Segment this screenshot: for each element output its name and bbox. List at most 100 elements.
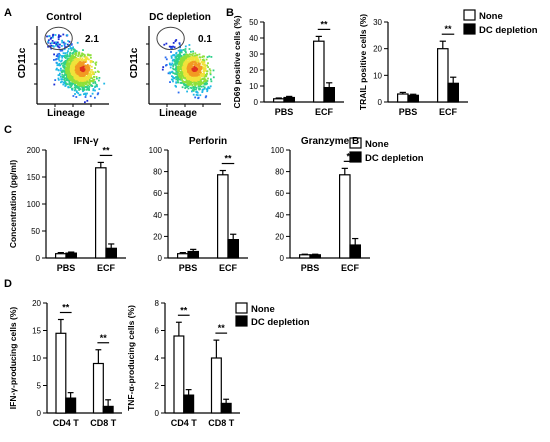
event-dot (198, 63, 201, 65)
event-dot (162, 66, 165, 68)
event-dot (191, 84, 194, 87)
event-dot (192, 86, 195, 89)
event-dot (72, 80, 75, 83)
event-dot (70, 43, 73, 45)
chart-title: IFN-γ (74, 136, 99, 147)
event-dot (185, 79, 188, 81)
event-dot (179, 49, 181, 52)
legend-swatch-none (235, 302, 248, 314)
y-tick-label: 0 (155, 409, 160, 418)
event-dot (194, 69, 197, 72)
event-dot (57, 38, 60, 41)
category-label: ECF (439, 107, 458, 117)
event-dot (88, 58, 90, 61)
event-dot (60, 69, 62, 72)
event-dot (66, 34, 69, 36)
bar (323, 86, 335, 103)
event-dot (203, 69, 206, 72)
event-dot (60, 67, 62, 70)
event-dot (187, 84, 190, 86)
event-dot (73, 70, 75, 72)
event-dot (61, 56, 64, 59)
y-tick-label: 80 (153, 168, 162, 177)
event-dot (194, 79, 197, 81)
event-dot (192, 52, 194, 55)
category-label: CD4 T (53, 418, 80, 428)
event-dot (175, 76, 177, 78)
event-dot (66, 52, 69, 54)
event-dot (66, 60, 69, 63)
event-dot (61, 49, 64, 52)
event-dot (79, 55, 82, 57)
event-dot (57, 77, 60, 80)
event-dot (84, 70, 86, 73)
event-dot (194, 67, 196, 69)
event-dot (61, 55, 63, 57)
event-dot (71, 83, 73, 86)
event-dot (64, 42, 67, 45)
event-dot (78, 79, 80, 82)
event-dot (184, 77, 187, 79)
event-dot (210, 56, 213, 58)
event-dot (78, 71, 80, 74)
event-dot (58, 46, 61, 49)
event-dot (64, 73, 67, 76)
event-dot (66, 59, 69, 61)
legend-c: None DC depletion (349, 137, 424, 164)
event-dot (71, 74, 74, 76)
event-dot (180, 78, 183, 80)
event-dot (193, 80, 196, 83)
y-tick-label: 0 (36, 254, 41, 263)
event-dot (191, 68, 194, 71)
event-dot (191, 74, 193, 77)
y-tick-label: 60 (275, 189, 284, 198)
event-dot (83, 93, 85, 96)
event-dot (75, 86, 77, 89)
event-dot (76, 73, 79, 75)
event-dot (204, 96, 207, 99)
event-dot (186, 86, 189, 88)
event-dot (64, 63, 67, 66)
event-dot (178, 68, 181, 70)
event-dot (74, 88, 77, 91)
event-dot (181, 56, 184, 59)
event-dot (85, 58, 87, 60)
event-dot (170, 55, 173, 58)
event-dot (191, 61, 193, 64)
event-dot (75, 62, 78, 65)
event-dot (203, 73, 205, 76)
event-dot (192, 90, 195, 92)
event-dot (206, 90, 209, 93)
event-dot (75, 54, 77, 57)
bar (283, 96, 295, 103)
legend-label-dc-depletion: DC depletion (479, 25, 538, 36)
event-dot (172, 80, 174, 83)
event-dot (206, 72, 208, 75)
y-tick-label: 60 (153, 189, 162, 198)
event-dot (68, 57, 70, 60)
event-dot (78, 51, 80, 54)
event-dot (194, 86, 196, 88)
event-dot (58, 59, 61, 62)
event-dot (71, 47, 74, 50)
event-dot (187, 82, 190, 84)
chart-ifn-producing: IFN-γ-producing cells (%) 0 5 10 15 20 CD4 T CD… (8, 299, 122, 428)
event-dot (72, 67, 75, 70)
event-dot (207, 86, 210, 88)
event-dot (81, 66, 83, 69)
event-dot (181, 65, 184, 67)
event-dot (186, 70, 188, 73)
event-dot (72, 56, 74, 59)
event-dot (78, 89, 80, 91)
event-dot (193, 76, 196, 79)
y-tick-label: 50 (31, 227, 40, 236)
event-dot (182, 57, 184, 60)
event-dot (201, 78, 204, 80)
event-dot (64, 56, 66, 59)
y-axis-label: CD69 positive cells (%) (232, 15, 242, 108)
event-dot (168, 45, 171, 48)
event-dot (82, 75, 84, 77)
event-dot (95, 84, 98, 86)
event-dot (70, 49, 73, 52)
event-dot (204, 82, 206, 85)
